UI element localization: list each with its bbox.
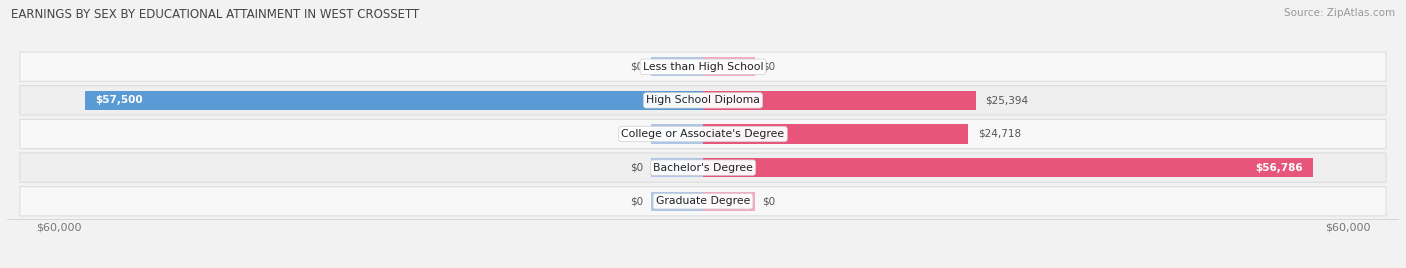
Bar	[703, 57, 755, 76]
Bar	[86, 91, 703, 110]
Text: Source: ZipAtlas.com: Source: ZipAtlas.com	[1284, 8, 1395, 18]
Text: High School Diploma: High School Diploma	[647, 95, 759, 105]
Text: Less than High School: Less than High School	[643, 62, 763, 72]
Text: $24,718: $24,718	[979, 129, 1021, 139]
Bar	[703, 192, 755, 211]
Text: $0: $0	[762, 62, 776, 72]
Text: $57,500: $57,500	[96, 95, 143, 105]
Text: $0: $0	[630, 163, 644, 173]
Bar	[703, 91, 976, 110]
Text: EARNINGS BY SEX BY EDUCATIONAL ATTAINMENT IN WEST CROSSETT: EARNINGS BY SEX BY EDUCATIONAL ATTAINMEN…	[11, 8, 419, 21]
Text: $0: $0	[630, 62, 644, 72]
FancyBboxPatch shape	[20, 86, 1386, 115]
Bar	[703, 158, 1313, 177]
FancyBboxPatch shape	[20, 187, 1386, 216]
Bar	[651, 124, 703, 144]
Bar	[651, 57, 703, 76]
FancyBboxPatch shape	[20, 153, 1386, 182]
Bar	[651, 192, 703, 211]
Text: $0: $0	[762, 196, 776, 206]
Text: $0: $0	[630, 196, 644, 206]
FancyBboxPatch shape	[20, 52, 1386, 81]
Text: $56,786: $56,786	[1256, 163, 1303, 173]
Text: $25,394: $25,394	[986, 95, 1029, 105]
Text: Graduate Degree: Graduate Degree	[655, 196, 751, 206]
FancyBboxPatch shape	[20, 119, 1386, 149]
Bar	[703, 124, 969, 144]
Text: $0: $0	[630, 129, 644, 139]
Bar	[651, 158, 703, 177]
Text: College or Associate's Degree: College or Associate's Degree	[621, 129, 785, 139]
Text: Bachelor's Degree: Bachelor's Degree	[652, 163, 754, 173]
